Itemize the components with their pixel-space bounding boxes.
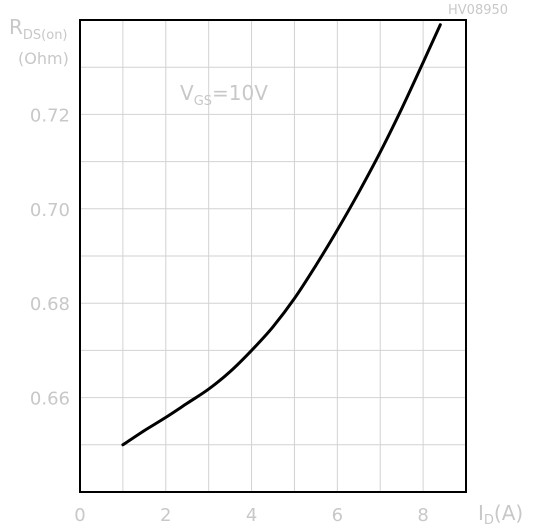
y-tick-label: 0.70: [30, 200, 70, 221]
tick-labels: 0 2 4 6 8 0.66 0.68 0.70 0.72: [30, 105, 429, 526]
vgs-annotation-rest: =10V: [212, 81, 268, 105]
y-axis-label: RDS(on): [9, 15, 68, 43]
series-layer: [121, 23, 442, 447]
x-tick-label: 6: [332, 505, 343, 526]
reference-code: HV08950: [448, 3, 508, 18]
x-tick-label: 8: [417, 505, 428, 526]
y-axis-unit: (Ohm): [18, 49, 69, 68]
x-tick-label: 2: [160, 505, 171, 526]
y-tick-label: 0.66: [30, 389, 70, 410]
x-axis-label-sub: D: [484, 513, 494, 527]
x-axis-label-main: I: [478, 501, 484, 525]
x-axis-label-unit: (A): [494, 501, 523, 525]
x-tick-label: 4: [246, 505, 257, 526]
y-axis-label-main: R: [9, 15, 23, 39]
vgs-annotation-main: V: [180, 81, 194, 105]
y-tick-label: 0.68: [30, 294, 70, 315]
x-tick-label: 0: [74, 505, 85, 526]
y-axis-label-sub: DS(on): [23, 28, 68, 43]
y-tick-label: 0.72: [30, 105, 70, 126]
series-line-rds-on: [121, 23, 442, 447]
vgs-annotation: VGS=10V: [180, 81, 268, 109]
vgs-annotation-sub: GS: [194, 94, 212, 109]
x-axis-label: ID(A): [478, 501, 523, 527]
grid-lines: [80, 20, 466, 492]
plot-frame: [79, 19, 467, 493]
